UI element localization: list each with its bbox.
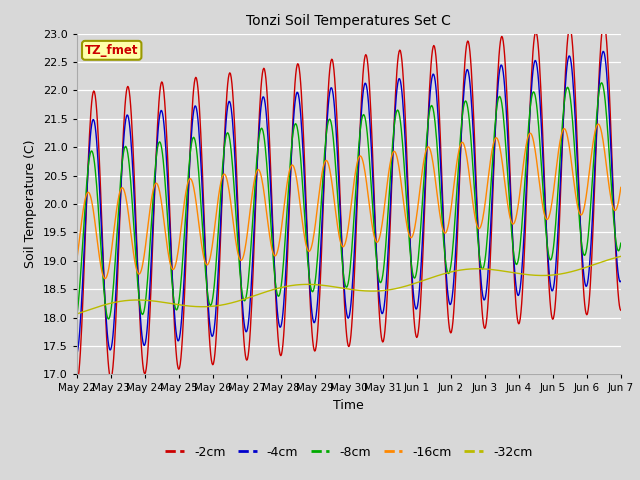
Title: Tonzi Soil Temperatures Set C: Tonzi Soil Temperatures Set C — [246, 14, 451, 28]
X-axis label: Time: Time — [333, 399, 364, 412]
Text: TZ_fmet: TZ_fmet — [85, 44, 138, 57]
Legend: -2cm, -4cm, -8cm, -16cm, -32cm: -2cm, -4cm, -8cm, -16cm, -32cm — [160, 441, 538, 464]
Y-axis label: Soil Temperature (C): Soil Temperature (C) — [24, 140, 37, 268]
